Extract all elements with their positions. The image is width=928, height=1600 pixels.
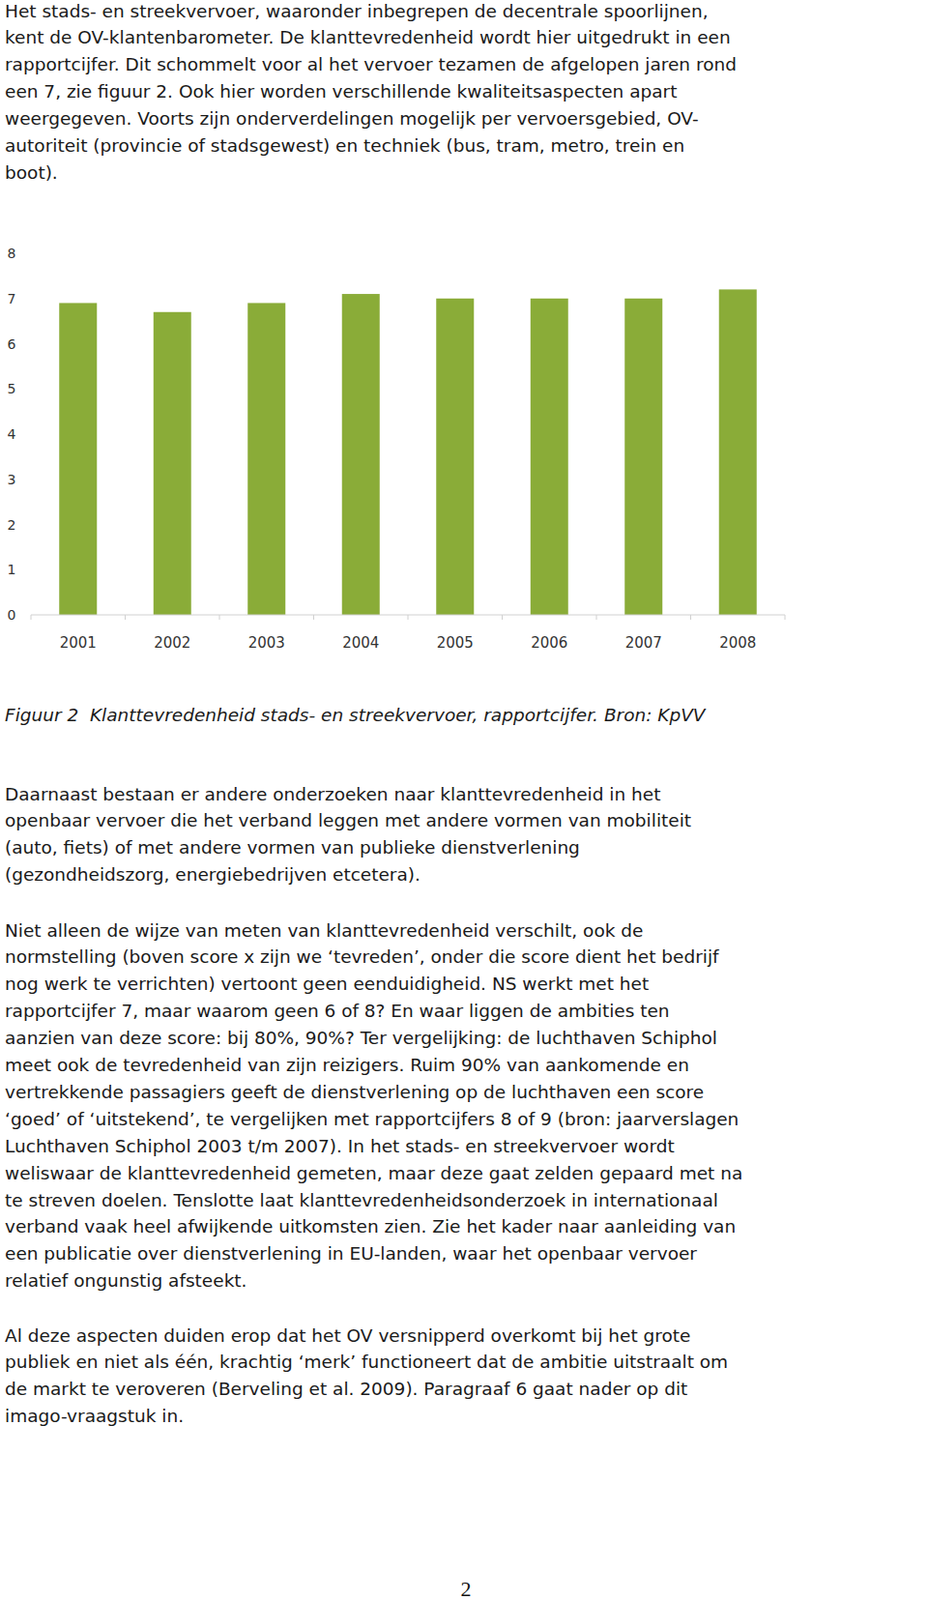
- text-line: Luchthaven Schiphol 2003 t/m 2007). In h…: [4, 1135, 675, 1157]
- y-tick-label: 2: [7, 517, 17, 533]
- y-tick-label: 3: [7, 471, 17, 488]
- text-line: verband vaak heel afwijkende uitkomsten …: [4, 1216, 736, 1237]
- text-line: nog werk te verrichten) vertoont geen ee…: [4, 973, 649, 994]
- y-tick-label: 1: [7, 561, 17, 578]
- x-tick: [219, 614, 221, 620]
- bar: [719, 289, 757, 615]
- x-tick: [124, 614, 126, 620]
- page-number: 2: [461, 1576, 472, 1600]
- x-tick: [690, 614, 692, 620]
- text-line: aanzien van deze score: bij 80%, 90%? Te…: [4, 1027, 718, 1048]
- bar: [247, 302, 286, 615]
- text-line: kent de OV-klantenbarometer. De klanttev…: [4, 27, 731, 48]
- text-line: relatief ongunstig afsteekt.: [4, 1270, 247, 1291]
- x-tick-label: 2006: [530, 634, 568, 652]
- x-tick: [784, 614, 786, 620]
- x-tick-label: 2001: [59, 634, 97, 652]
- x-tick-label: 2007: [625, 634, 663, 652]
- x-tick-label: 2003: [248, 634, 286, 652]
- text-line: Al deze aspecten duiden erop dat het OV …: [4, 1325, 691, 1346]
- text-line: imago-vraagstuk in.: [4, 1405, 184, 1426]
- text-line: Niet alleen de wijze van meten van klant…: [4, 920, 643, 941]
- text-line: weliswaar de klanttevredenheid gemeten, …: [4, 1162, 743, 1184]
- text-line: openbaar vervoer die het verband leggen …: [4, 810, 692, 831]
- bar: [530, 298, 569, 615]
- text-line: autoriteit (provincie of stadsgewest) en…: [4, 135, 685, 156]
- text-line: meet ook de tevredenheid van zijn reizig…: [4, 1054, 690, 1075]
- bars: [58, 289, 757, 615]
- x-tick: [501, 614, 503, 620]
- text-line: normstelling (boven score x zijn we ‘tev…: [4, 946, 720, 967]
- bar: [435, 298, 474, 615]
- y-tick-label: 4: [7, 426, 17, 442]
- text-line: ‘goed’ of ‘uitstekend’, te vergelijken m…: [4, 1108, 739, 1130]
- text-line: (gezondheidszorg, energiebedrijven etcet…: [4, 864, 421, 885]
- bar: [342, 293, 380, 615]
- y-tick-label: 6: [7, 336, 17, 352]
- x-tick-label: 2004: [342, 634, 379, 652]
- y-tick-label: 0: [7, 607, 17, 623]
- text-line: boot).: [4, 162, 58, 183]
- text-line: te streven doelen. Tenslotte laat klantt…: [4, 1189, 719, 1211]
- x-tick: [313, 614, 315, 620]
- text-line: weergegeven. Voorts zijn onderverdelinge…: [4, 108, 699, 129]
- bar: [624, 298, 663, 615]
- text-line: Daarnaast bestaan er andere onderzoeken …: [4, 783, 661, 805]
- y-tick-label: 7: [7, 290, 17, 307]
- bar: [153, 312, 192, 615]
- x-tick: [596, 614, 598, 620]
- page: Het stads- en streekvervoer, waaronder i…: [0, 0, 928, 1600]
- x-tick: [30, 614, 32, 620]
- text-line: een 7, zie figuur 2. Ook hier worden ver…: [4, 81, 677, 102]
- text-line: rapportcijfer 7, maar waarom geen 6 of 8…: [4, 1000, 670, 1021]
- text-line: vertrekkende passagiers geeft de dienstv…: [4, 1081, 704, 1102]
- text-line: (auto, fiets) of met andere vormen van p…: [4, 837, 580, 858]
- x-tick-label: 2005: [436, 634, 474, 652]
- text-line: rapportcijfer. Dit schommelt voor al het…: [4, 54, 737, 75]
- text-line: de markt te veroveren (Berveling et al. …: [4, 1378, 688, 1399]
- y-tick-label: 8: [7, 245, 17, 261]
- text-line: Het stads- en streekvervoer, waaronder i…: [4, 0, 709, 22]
- y-tick-label: 5: [7, 380, 17, 397]
- bar: [58, 302, 97, 615]
- x-tick-label: 2002: [153, 634, 191, 652]
- text-line: een publicatie over dienstverlening in E…: [4, 1243, 697, 1264]
- text-line: publiek en niet als één, krachtig ‘merk’…: [4, 1351, 728, 1372]
- x-tick: [407, 614, 409, 620]
- x-tick-label: 2008: [719, 634, 756, 652]
- caption: Figuur 2 Klanttevredenheid stads- en str…: [4, 704, 707, 725]
